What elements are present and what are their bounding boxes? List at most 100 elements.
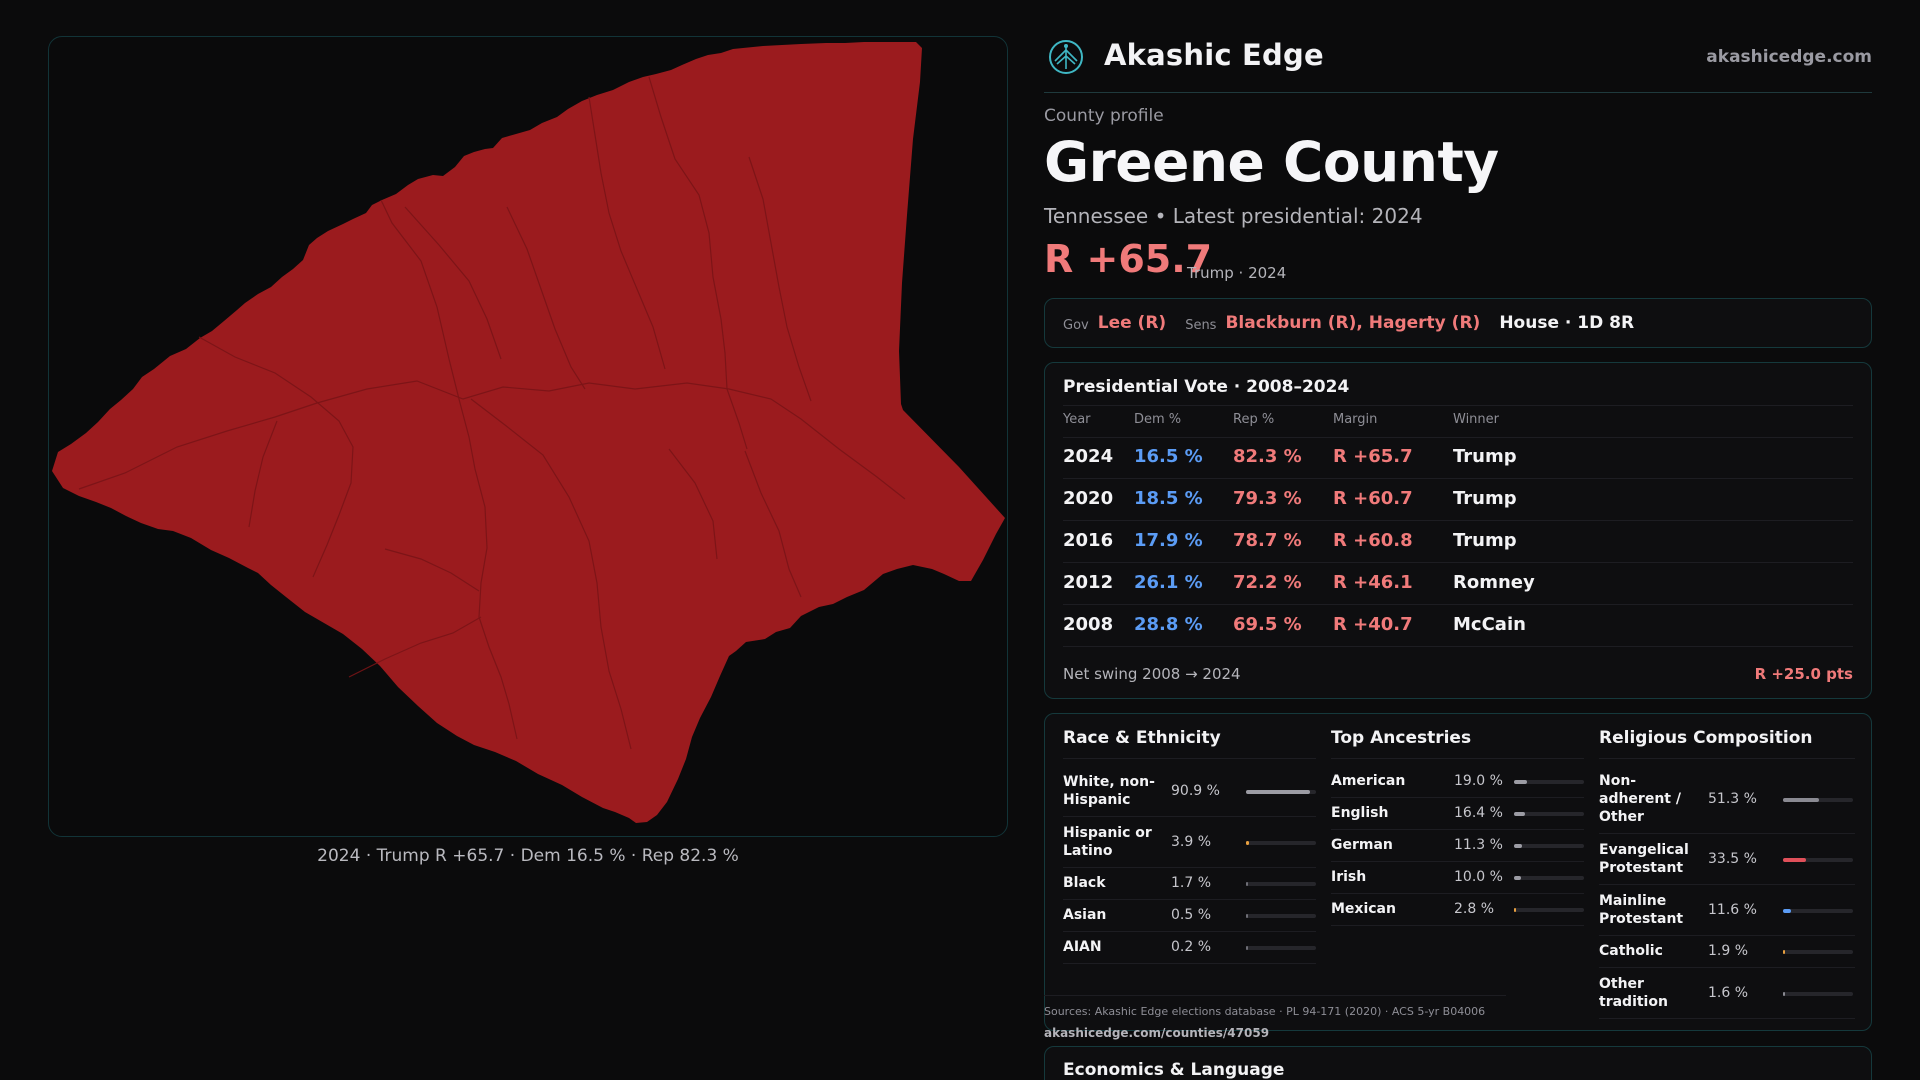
net-swing-label: Net swing 2008 → 2024 (1063, 665, 1241, 683)
cell-year: 2016 (1063, 530, 1114, 551)
cell-margin: R +46.1 (1333, 572, 1413, 593)
ancestry-item: English 16.4 % (1331, 798, 1584, 830)
cell-dem: 16.5 % (1134, 446, 1203, 467)
district-boundaries (78, 76, 906, 750)
religion-bar-fill (1783, 857, 1807, 862)
presidential-vote-card: Presidential Vote · 2008–2024 Year Dem %… (1044, 362, 1872, 699)
col-margin: Margin (1333, 412, 1378, 427)
race-item-label: Hispanic or Latino (1063, 824, 1152, 859)
religion-item: Non-adherent / Other 51.3 % (1599, 766, 1855, 834)
cell-year: 2020 (1063, 488, 1114, 509)
ancestry-title: Top Ancestries (1331, 728, 1472, 748)
governor-value: Lee (R) (1097, 313, 1167, 333)
ancestry-title-divider (1331, 758, 1584, 759)
race-item: AIAN 0.2 % (1063, 932, 1316, 964)
ancestry-item-divider (1331, 925, 1584, 926)
site-header: Akashic Edge akashicedge.com (1044, 36, 1872, 93)
cell-year: 2008 (1063, 614, 1114, 635)
ancestry-item-value: 19.0 % (1454, 773, 1503, 789)
officials-bar: Gov Lee (R) Sens Blackburn (R), Hagerty … (1044, 298, 1872, 348)
cell-dem: 17.9 % (1134, 530, 1203, 551)
race-bar-fill (1246, 914, 1248, 918)
religion-item-divider (1599, 833, 1855, 834)
brand-name[interactable]: Akashic Edge (1104, 38, 1324, 72)
county-map-panel[interactable] (48, 36, 1008, 837)
ancestry-item-divider (1331, 797, 1584, 798)
county-map[interactable] (49, 37, 1008, 837)
senators-label: Sens (1185, 317, 1217, 333)
race-bar-track (1246, 789, 1316, 794)
ancestry-bar-track (1514, 844, 1584, 848)
ancestry-item: American 19.0 % (1331, 766, 1584, 798)
race-bar-track (1246, 882, 1316, 886)
religion-bar-fill (1783, 908, 1792, 913)
row-divider (1063, 520, 1853, 521)
ancestry-item-label: Irish (1331, 869, 1367, 885)
house-delegation: House · 1D 8R (1499, 313, 1635, 333)
title-divider (1063, 405, 1853, 406)
cell-dem: 18.5 % (1134, 488, 1203, 509)
religion-item-label: Catholic (1599, 943, 1663, 959)
source-url-link[interactable]: akashicedge.com/counties/47059 (1044, 1026, 1270, 1040)
race-item-value: 3.9 % (1171, 833, 1212, 850)
ancestry-bar-fill (1514, 780, 1528, 784)
cell-margin: R +65.7 (1333, 446, 1413, 467)
ancestry-item-label: German (1331, 837, 1393, 853)
ancestry-item: Mexican 2.8 % (1331, 894, 1584, 926)
senators-value: Blackburn (R), Hagerty (R) (1225, 313, 1481, 333)
race-item: Black 1.7 % (1063, 868, 1316, 900)
gov-label: Gov (1063, 317, 1089, 333)
race-bar-fill (1246, 789, 1310, 794)
cell-rep: 78.7 % (1233, 530, 1302, 551)
religion-item-label: Mainline Protestant (1599, 892, 1684, 927)
header-divider (1063, 437, 1853, 438)
ancestry-item-value: 10.0 % (1454, 869, 1503, 885)
col-rep: Rep % (1233, 412, 1275, 427)
site-link[interactable]: akashicedge.com (1706, 47, 1872, 67)
religion-bar-track (1783, 950, 1853, 954)
cell-winner: McCain (1453, 614, 1526, 635)
religion-bar-fill (1783, 798, 1819, 802)
row-divider (1063, 562, 1853, 563)
net-swing-value: R +25.0 pts (1754, 665, 1853, 683)
page-title: Greene County (1044, 130, 1499, 194)
table-row: 2024 16.5 % 82.3 % R +65.7 Trump (1045, 438, 1871, 479)
presidential-title: Presidential Vote · 2008–2024 (1063, 377, 1350, 397)
economics-title: Economics & Language (1063, 1060, 1285, 1080)
cell-year: 2012 (1063, 572, 1114, 593)
religion-item-value: 1.9 % (1708, 943, 1749, 959)
race-item-divider (1063, 816, 1316, 817)
ancestry-bar-track (1514, 780, 1584, 784)
cell-winner: Trump (1453, 446, 1517, 467)
tree-globe-icon[interactable] (1047, 38, 1085, 76)
col-dem: Dem % (1134, 412, 1182, 427)
race-bar-fill (1246, 946, 1248, 950)
religion-item-label: Evangelical Protestant (1599, 841, 1689, 876)
race-bar-fill (1246, 882, 1248, 886)
race-bar-track (1246, 946, 1316, 950)
ancestry-item-divider (1331, 861, 1584, 862)
cell-rep: 69.5 % (1233, 614, 1302, 635)
table-row: 2012 26.1 % 72.2 % R +46.1 Romney (1045, 564, 1871, 605)
demographics-card: Race & Ethnicity White, non-Hispanic 90.9 … (1044, 713, 1872, 1031)
cell-rep: 82.3 % (1233, 446, 1302, 467)
race-item-divider (1063, 963, 1316, 964)
cell-rep: 79.3 % (1233, 488, 1302, 509)
sources-note: Sources: Akashic Edge elections database… (1044, 1005, 1486, 1018)
ancestry-item: German 11.3 % (1331, 830, 1584, 862)
ancestry-bar-fill (1514, 844, 1522, 848)
religion-item-divider (1599, 967, 1855, 968)
table-row: 2008 28.8 % 69.5 % R +40.7 McCain (1045, 606, 1871, 647)
religion-item-label: Non-adherent / Other (1599, 773, 1681, 825)
religion-item: Other tradition 1.6 % (1599, 968, 1855, 1019)
ancestry-item-value: 2.8 % (1454, 901, 1495, 917)
ancestry-item-divider (1331, 829, 1584, 830)
religion-bar-track (1783, 991, 1853, 996)
county-shape[interactable] (52, 42, 1005, 823)
race-title: Race & Ethnicity (1063, 728, 1221, 748)
religion-item-divider (1599, 1018, 1855, 1019)
cell-winner: Trump (1453, 488, 1517, 509)
race-item-value: 0.2 % (1171, 939, 1212, 955)
race-item-label: Asian (1063, 907, 1107, 923)
race-item-value: 1.7 % (1171, 875, 1212, 891)
